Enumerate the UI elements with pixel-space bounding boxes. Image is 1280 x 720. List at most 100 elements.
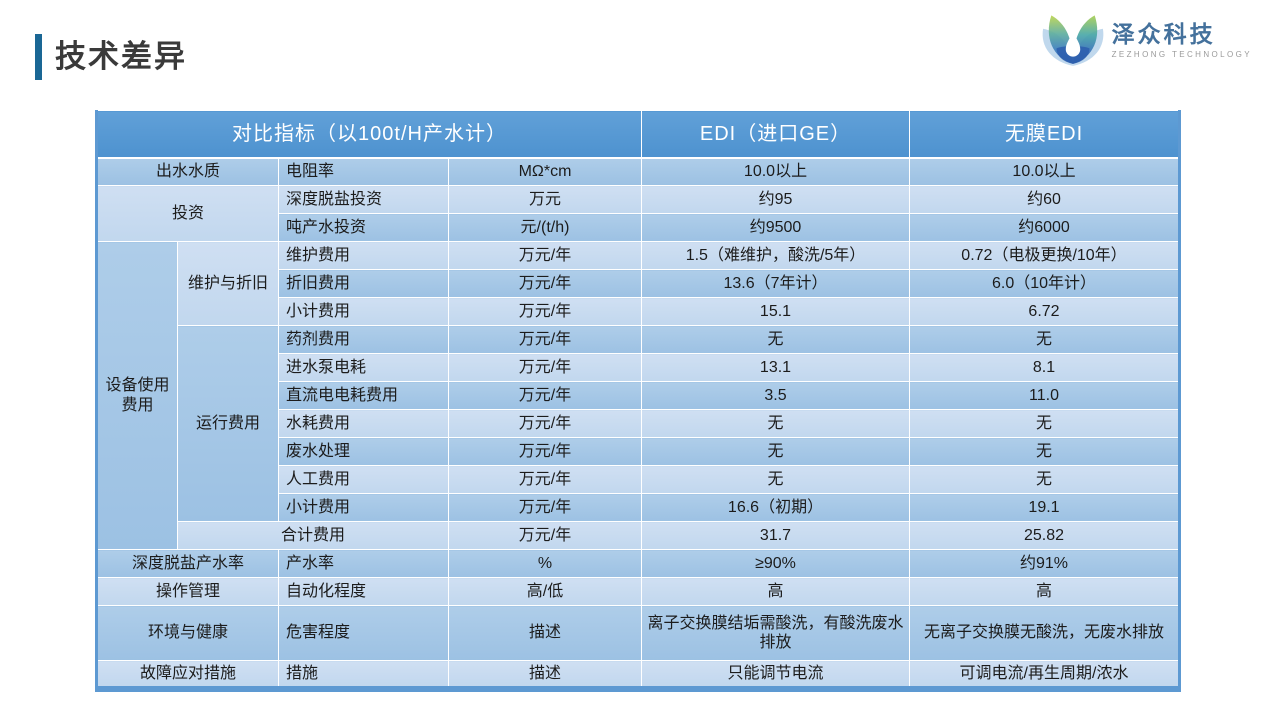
- table-cell: 高: [909, 577, 1180, 606]
- logo-subtitle: ZEZHONG TECHNOLOGY: [1111, 49, 1252, 59]
- header-cell: EDI（进口GE）: [641, 110, 910, 159]
- table-row: 进水泵电耗 万元/年 13.1 8.1: [97, 353, 1180, 382]
- table-cell: 15.1: [641, 297, 910, 326]
- table-row: 合计费用 万元/年 31.7 25.82: [97, 521, 1180, 550]
- table-cell: 维护费用: [278, 241, 449, 270]
- table-cell: 6.72: [909, 297, 1180, 326]
- table-cell: 元/(t/h): [448, 213, 642, 242]
- table-cell: 水耗费用: [278, 409, 449, 438]
- logo-leaf-drop-icon: [1040, 4, 1106, 75]
- table-cell: 6.0（10年计）: [909, 269, 1180, 298]
- table-cell: ≥90%: [641, 549, 910, 578]
- table-cell: 电阻率: [278, 157, 449, 186]
- logo-company-name: 泽众科技: [1111, 20, 1216, 47]
- table-cell: 危害程度: [278, 605, 449, 661]
- table-cell: 1.5（难维护，酸洗/5年）: [641, 241, 910, 270]
- table-row: 深度脱盐产水率 产水率% ≥90% 约91%: [96, 549, 1180, 578]
- table-row: 水耗费用 万元/年无无: [97, 409, 1180, 438]
- table-cell: 吨产水投资: [278, 213, 449, 242]
- table-cell: 11.0: [909, 381, 1180, 410]
- table-row: 吨产水投资 元/(t/h) 约9500 约6000: [97, 213, 1180, 242]
- table-row: 废水处理 万元/年无无: [97, 437, 1180, 466]
- table-cell: 16.6（初期）: [641, 493, 910, 522]
- table-cell: 无: [909, 325, 1180, 354]
- table-cell: 约9500: [641, 213, 910, 242]
- table-cell: 可调电流/再生周期/浓水: [909, 660, 1180, 689]
- table-cell: 合计费用: [177, 521, 449, 550]
- table-header-row: 对比指标（以100t/H产水计） EDI（进口GE） 无膜EDI: [96, 110, 1180, 159]
- table-cell: 约60: [909, 185, 1180, 214]
- table-cell: 万元/年: [448, 325, 642, 354]
- table-cell: 进水泵电耗: [278, 353, 449, 382]
- table-cell: 万元/年: [448, 353, 642, 382]
- table-cell: 描述: [448, 660, 642, 689]
- table-cell: 约6000: [909, 213, 1180, 242]
- table-row: 直流电电耗费用 万元/年 3.5 11.0: [97, 381, 1180, 410]
- table-cell: 万元/年: [448, 437, 642, 466]
- table-row: 运行费用 药剂费用 万元/年无无: [97, 325, 1180, 522]
- company-logo: 泽众科技 ZEZHONG TECHNOLOGY: [1040, 4, 1252, 75]
- table-cell: 小计费用: [278, 297, 449, 326]
- table-cell: 万元/年: [448, 409, 642, 438]
- table-cell: 31.7: [641, 521, 910, 550]
- table-cell: 人工费用: [278, 465, 449, 494]
- table-cell: 无: [641, 437, 910, 466]
- table-cell: 无: [641, 325, 910, 354]
- table-cell: 直流电电耗费用: [278, 381, 449, 410]
- comparison-table: 对比指标（以100t/H产水计） EDI（进口GE） 无膜EDI 出水水质 电阻率 MΩ…: [95, 110, 1181, 692]
- header-cell: 对比指标（以100t/H产水计）: [96, 110, 642, 159]
- table-cell: 10.0以上: [641, 157, 910, 186]
- table-cell: 故障应对措施: [96, 660, 279, 689]
- table-cell: 环境与健康: [96, 605, 279, 661]
- table-cell: 10.0以上: [909, 157, 1180, 186]
- table-cell: 13.1: [641, 353, 910, 382]
- table-row: 投资 深度脱盐投资 万元 约95 约60: [96, 185, 1180, 242]
- table-cell: 药剂费用: [278, 325, 449, 354]
- table-cell: 25.82: [909, 521, 1180, 550]
- table-cell: 投资: [96, 185, 279, 242]
- table-cell: 万元: [448, 185, 642, 214]
- table-cell: 万元/年: [448, 465, 642, 494]
- table-row: 环境与健康 危害程度 描述 离子交换膜结垢需酸洗，有酸洗废水排放 无离子交换膜无酸洗，无…: [96, 605, 1180, 661]
- table-row: 故障应对措施 措施 描述 只能调节电流 可调电流/再生周期/浓水: [96, 660, 1180, 689]
- table-cell: 无: [909, 465, 1180, 494]
- table-cell: 万元/年: [448, 381, 642, 410]
- table-cell: 描述: [448, 605, 642, 661]
- table-cell: 约91%: [909, 549, 1180, 578]
- table-cell: 万元/年: [448, 493, 642, 522]
- logo-text: 泽众科技 ZEZHONG TECHNOLOGY: [1112, 21, 1252, 59]
- table-cell: 深度脱盐投资: [278, 185, 449, 214]
- table-cell: 万元/年: [448, 241, 642, 270]
- table-cell: 措施: [278, 660, 449, 689]
- table-cell: 只能调节电流: [641, 660, 910, 689]
- table-cell: 3.5: [641, 381, 910, 410]
- table-cell: 维护与折旧: [177, 241, 279, 326]
- table-row: 设备使用 费用 维护与折旧 维护费用 万元/年 1.5（难维护，酸洗/5年） 0.72（电…: [96, 241, 1180, 550]
- table-cell: 设备使用 费用: [96, 241, 178, 550]
- table-cell: 小计费用: [278, 493, 449, 522]
- table-cell: 无: [641, 465, 910, 494]
- table-cell: 无: [909, 437, 1180, 466]
- header-cell: 无膜EDI: [909, 110, 1180, 159]
- table-cell: 约95: [641, 185, 910, 214]
- table-row: 折旧费用 万元/年 13.6（7年计） 6.0（10年计）: [97, 269, 1180, 298]
- table-cell: 无离子交换膜无酸洗，无废水排放: [909, 605, 1180, 661]
- table-cell: 万元/年: [448, 521, 642, 550]
- table-row: 小计费用 万元/年 15.1 6.72: [97, 297, 1180, 326]
- table-cell: 折旧费用: [278, 269, 449, 298]
- table-cell: 运行费用: [177, 325, 279, 522]
- table-cell: 出水水质: [96, 157, 279, 186]
- table-row: 人工费用 万元/年无无: [97, 465, 1180, 494]
- table-cell: 8.1: [909, 353, 1180, 382]
- table-cell: 废水处理: [278, 437, 449, 466]
- table-cell: 自动化程度: [278, 577, 449, 606]
- table-cell: 操作管理: [96, 577, 279, 606]
- table-cell: 高: [641, 577, 910, 606]
- table-cell: 万元/年: [448, 269, 642, 298]
- table-row: 小计费用 万元/年 16.6（初期） 19.1: [97, 493, 1180, 522]
- page-title: 技术差异: [55, 39, 187, 74]
- table-cell: 13.6（7年计）: [641, 269, 910, 298]
- table-cell: 无: [909, 409, 1180, 438]
- table-cell: 无: [641, 409, 910, 438]
- table-row: 出水水质 电阻率 MΩ*cm 10.0以上 10.0以上: [96, 157, 1180, 186]
